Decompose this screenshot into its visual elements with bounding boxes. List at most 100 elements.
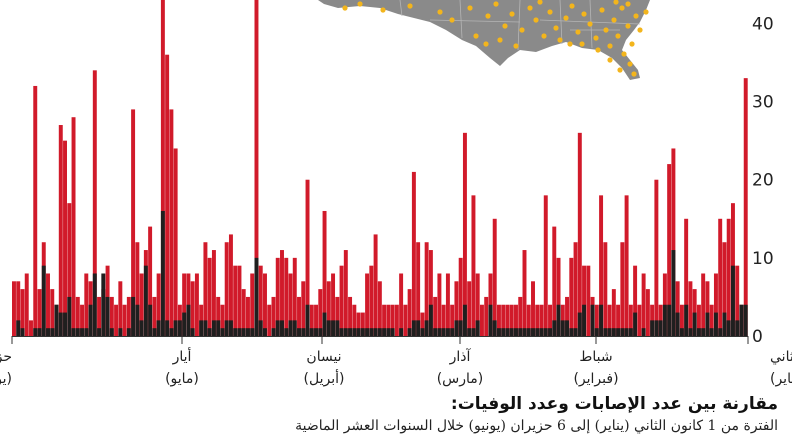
injury-bar xyxy=(156,273,161,336)
injury-bar xyxy=(552,226,557,336)
death-bar xyxy=(684,304,689,336)
death-bar xyxy=(190,328,195,336)
map-dot xyxy=(575,29,581,35)
death-bar xyxy=(41,265,46,336)
injury-bar xyxy=(343,250,348,336)
death-bar xyxy=(160,210,165,336)
injury-bar xyxy=(424,242,429,336)
y-tick-label: 0 xyxy=(752,327,763,347)
death-bar xyxy=(377,328,382,336)
injury-bar xyxy=(403,304,408,336)
map-dot xyxy=(581,11,587,17)
death-bar xyxy=(611,328,616,336)
injury-bar xyxy=(267,304,272,336)
injury-bar xyxy=(322,210,327,336)
injury-bar xyxy=(645,289,650,336)
caption: مقارنة بين عدد الإصابات وعدد الوفيات: ال… xyxy=(18,392,778,436)
death-bar xyxy=(569,328,574,336)
injury-bar xyxy=(365,273,370,336)
injury-bar xyxy=(126,296,131,336)
death-bar xyxy=(143,265,148,336)
injury-bar xyxy=(713,273,718,336)
injury-bar xyxy=(63,140,67,336)
death-bar xyxy=(156,320,161,336)
injury-bar xyxy=(569,257,574,336)
death-bar xyxy=(46,328,50,336)
death-bar xyxy=(148,304,153,336)
death-bar xyxy=(501,328,506,336)
injury-bar xyxy=(735,265,740,336)
injury-bar xyxy=(275,257,280,336)
death-bar xyxy=(186,304,191,336)
injury-bar xyxy=(29,320,33,336)
map-dot xyxy=(613,0,619,5)
injury-bar xyxy=(165,54,170,336)
injury-bar xyxy=(258,265,263,336)
map-dot xyxy=(547,9,553,15)
injury-bar xyxy=(109,296,114,336)
death-bar xyxy=(199,320,204,336)
injury-bar xyxy=(301,281,306,336)
injury-bar xyxy=(122,304,127,336)
map-dot xyxy=(537,0,543,5)
injury-bar xyxy=(373,234,378,336)
death-bar xyxy=(437,328,442,336)
bars-group xyxy=(12,0,748,337)
death-bar xyxy=(577,312,582,336)
injury-bar xyxy=(594,304,599,336)
x-axis: كانون الثاني (يناير) شباط (فبراير) آذار (مارس… xyxy=(0,336,792,387)
death-bar xyxy=(233,328,238,336)
injury-bar xyxy=(250,273,255,336)
map-dot xyxy=(569,3,575,9)
injury-bar xyxy=(356,312,361,336)
death-bar xyxy=(462,304,467,336)
injury-bar xyxy=(71,117,76,337)
injury-bar xyxy=(420,312,425,336)
death-bar xyxy=(616,328,621,336)
death-bar xyxy=(118,328,123,336)
death-bar xyxy=(514,328,518,336)
injury-bar xyxy=(696,304,701,336)
death-bar xyxy=(428,304,433,336)
injury-bar xyxy=(607,304,612,336)
death-bar xyxy=(633,312,638,336)
injury-bar xyxy=(616,304,621,336)
injury-bar xyxy=(16,281,21,336)
death-bar xyxy=(560,320,565,336)
death-bar xyxy=(441,328,446,336)
map-dot xyxy=(407,3,413,9)
death-bar xyxy=(280,320,284,336)
injury-bar xyxy=(360,312,365,336)
injury-bar xyxy=(684,218,689,336)
injury-bar xyxy=(318,289,323,336)
injury-bar xyxy=(471,195,476,336)
death-bar xyxy=(667,304,672,336)
injury-bar xyxy=(152,296,157,336)
injury-bar xyxy=(535,304,540,336)
death-bar xyxy=(75,328,80,336)
map-dot xyxy=(631,71,637,77)
death-bar xyxy=(433,328,438,336)
injury-bar xyxy=(514,304,518,336)
death-bar xyxy=(165,320,170,336)
injury-bar xyxy=(505,304,510,336)
injury-bar xyxy=(220,304,225,336)
injury-bar xyxy=(352,304,357,336)
death-bar xyxy=(207,328,212,336)
death-bar xyxy=(518,328,523,336)
death-bar xyxy=(471,328,476,336)
injury-bar xyxy=(377,281,382,336)
death-bar xyxy=(713,312,718,336)
death-bar xyxy=(365,328,370,336)
injury-bar xyxy=(718,218,723,336)
injury-bar xyxy=(394,304,399,336)
y-tick-label: 10 xyxy=(752,249,774,269)
death-bar xyxy=(254,257,259,336)
injury-bar xyxy=(556,257,561,336)
injury-bar xyxy=(24,273,29,336)
y-tick-label: 40 xyxy=(752,14,774,34)
injury-bar xyxy=(526,304,531,336)
injury-bar xyxy=(33,85,38,336)
injury-bar xyxy=(237,265,242,336)
death-bar xyxy=(20,328,25,336)
